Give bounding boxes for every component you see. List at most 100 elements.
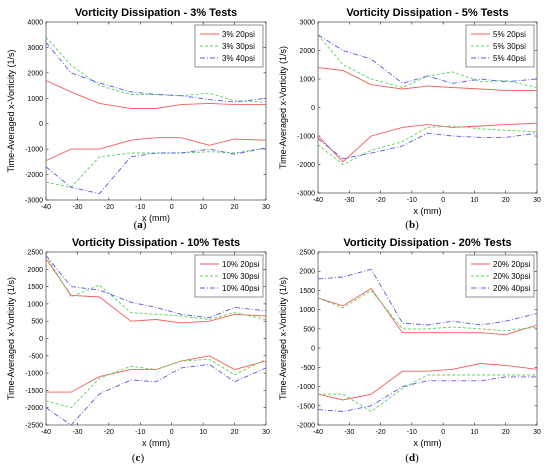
y-tick-label: -2000: [297, 423, 315, 430]
series-line-lower: [317, 376, 537, 412]
x-tick-label: -10: [135, 204, 145, 211]
legend-label: 3% 30psi: [222, 42, 255, 51]
series-line-upper: [45, 80, 266, 109]
legend-label: 3% 40psi: [222, 54, 255, 63]
legend-label: 20% 30psi: [493, 272, 531, 281]
y-tick-label: 2500: [299, 250, 315, 257]
y-tick-label: -500: [29, 353, 43, 360]
x-tick-label: -30: [72, 429, 82, 436]
x-tick-label: 10: [199, 429, 207, 436]
y-tick-label: 0: [311, 105, 315, 112]
series-line-lower: [45, 363, 267, 426]
series-line-lower: [317, 363, 538, 401]
legend-label: 5% 30psi: [493, 42, 526, 51]
chart-title: Vorticity Dissipation - 20% Tests: [343, 237, 511, 249]
y-tick-label: 0: [311, 346, 315, 353]
chart-title: Vorticity Dissipation - 10% Tests: [72, 237, 240, 249]
y-tick-label: -500: [301, 365, 315, 372]
x-tick-label: 20: [231, 429, 239, 436]
y-axis-label: Time-Averaged x-Vorticity (1/s): [278, 46, 288, 169]
x-tick-label: 0: [170, 429, 174, 436]
x-axis-label: x (mm): [414, 206, 442, 216]
y-tick-label: 0: [39, 121, 43, 128]
y-tick-label: 0: [39, 336, 43, 343]
x-tick-label: 20: [231, 204, 239, 211]
x-tick-label: -40: [41, 429, 51, 436]
y-tick-label: 2000: [27, 70, 43, 77]
y-tick-label: 2000: [27, 267, 43, 274]
y-tick-label: 3000: [299, 20, 315, 27]
x-tick-label: 30: [533, 429, 541, 436]
legend-label: 20% 40psi: [493, 284, 531, 293]
y-tick-label: 500: [303, 326, 315, 333]
y-tick-label: -2000: [297, 162, 315, 169]
y-tick-label: 1000: [299, 77, 315, 84]
legend-label: 5% 40psi: [493, 54, 526, 63]
y-tick-label: 1500: [299, 288, 315, 295]
series-line-upper: [45, 258, 267, 324]
panel-caption: (d): [405, 452, 419, 464]
x-axis-label: x (mm): [142, 438, 170, 448]
y-tick-label: -1500: [297, 403, 315, 410]
x-tick-label: -40: [41, 204, 51, 211]
x-tick-label: 10: [471, 429, 479, 436]
x-tick-label: -30: [72, 204, 82, 211]
series-line-lower: [318, 374, 537, 413]
series-line-upper: [317, 268, 538, 326]
y-tick-label: 1000: [299, 307, 315, 314]
y-tick-label: 1500: [27, 284, 43, 291]
legend-label: 20% 20psi: [493, 260, 531, 269]
x-tick-label: -10: [407, 429, 417, 436]
legend-label: 3% 20psi: [222, 30, 255, 39]
y-tick-label: -1000: [297, 134, 315, 141]
x-tick-label: 30: [262, 429, 270, 436]
y-axis-label: Time-Averaged x-Vorticity (1/s): [278, 277, 288, 400]
series-line-upper: [317, 34, 538, 84]
x-tick-label: 10: [199, 204, 207, 211]
series-line-lower: [317, 132, 538, 160]
x-tick-label: 30: [262, 204, 270, 211]
x-tick-label: 0: [170, 204, 174, 211]
y-tick-label: 2500: [27, 250, 43, 257]
x-axis-label: x (mm): [142, 213, 170, 223]
panel-caption: (c): [132, 452, 145, 464]
y-tick-label: -1500: [25, 388, 43, 395]
x-tick-label: 10: [471, 197, 479, 204]
series-line-upper: [317, 287, 538, 336]
x-tick-label: 30: [533, 197, 541, 204]
y-tick-label: -1000: [25, 371, 43, 378]
series-line-lower: [45, 358, 267, 409]
y-tick-label: -3000: [25, 198, 43, 205]
y-tick-label: 1000: [27, 301, 43, 308]
y-tick-label: -1000: [297, 384, 315, 391]
legend-label: 10% 20psi: [222, 260, 260, 269]
series-line-lower: [317, 122, 538, 163]
x-tick-label: -10: [407, 197, 417, 204]
y-tick-label: -2000: [25, 172, 43, 179]
y-tick-label: -2500: [25, 423, 43, 430]
y-tick-label: 3000: [27, 45, 43, 52]
x-tick-label: -40: [313, 197, 323, 204]
legend: 5% 20psi 5% 30psi 5% 40psi: [465, 24, 535, 68]
y-axis-label: Time-Averaged x-Vorticity (1/s): [6, 49, 16, 172]
legend: 10% 20psi 10% 30psi 10% 40psi: [194, 254, 264, 298]
legend-label: 10% 40psi: [222, 284, 260, 293]
series-line-lower: [45, 137, 267, 162]
x-axis-label: x (mm): [414, 438, 442, 448]
y-tick-label: 500: [31, 319, 43, 326]
legend: 20% 20psi 20% 30psi 20% 40psi: [465, 254, 535, 298]
x-tick-label: -20: [376, 429, 386, 436]
y-axis-label: Time-Averaged x-Vorticity (1/s): [6, 277, 16, 400]
y-tick-label: 4000: [27, 20, 43, 27]
series-line-upper: [317, 289, 538, 332]
chart-title: Vorticity Dissipation - 3% Tests: [75, 7, 237, 19]
x-tick-label: -30: [344, 197, 354, 204]
x-tick-label: -10: [135, 429, 145, 436]
chart-panel-1: Vorticity Dissipation - 3% Tests -40 -30 -2…: [6, 7, 270, 231]
legend-label: 10% 30psi: [222, 272, 260, 281]
legend-label: 5% 20psi: [493, 30, 526, 39]
chart-title: Vorticity Dissipation - 5% Tests: [346, 7, 508, 19]
x-tick-label: 0: [441, 197, 445, 204]
y-tick-label: -3000: [297, 191, 315, 198]
